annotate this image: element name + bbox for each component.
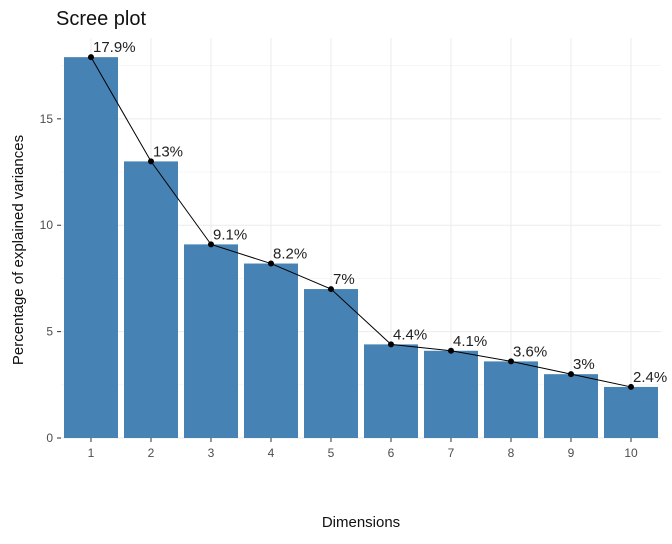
y-tick-label: 15 [40,112,54,126]
data-label: 7% [333,271,355,288]
bar [424,350,478,438]
data-label: 9.1% [213,226,247,243]
axes-layer: 0 5 10 15 1 2 3 4 5 6 7 8 9 10 [40,112,638,460]
data-label: 2.4% [633,369,667,386]
bar [364,344,418,438]
data-labels-layer: 17.9% 13% 9.1% 8.2% 7% 4.4% 4.1% 3.6% 3% 2.4% [93,39,667,386]
x-tick-label: 1 [88,446,95,460]
y-axis-title: Percentage of explained variances [10,135,27,365]
bar [304,289,358,438]
variance-point [388,341,394,348]
data-label: 4.4% [393,326,427,343]
data-label: 3% [573,356,595,373]
bar [544,374,598,438]
bar [184,244,238,438]
variance-point [148,158,154,165]
x-tick-label: 4 [268,446,275,460]
bar [64,57,118,439]
x-tick-label: 6 [388,446,395,460]
line-layer [88,54,634,390]
bars-layer [64,57,658,439]
x-tick-label: 9 [568,446,575,460]
variance-point [268,260,274,267]
x-tick-label: 2 [148,446,155,460]
data-label: 3.6% [513,343,547,360]
data-label: 13% [153,143,183,160]
variance-point [88,54,94,61]
variance-point [208,241,214,248]
x-axis-title: Dimensions [322,514,400,531]
y-tick-label: 0 [46,431,53,445]
x-tick-label: 3 [208,446,215,460]
data-label: 17.9% [93,39,136,56]
x-tick-label: 7 [448,446,455,460]
bar [244,263,298,438]
variance-point [568,371,574,378]
y-tick-label: 5 [46,325,53,339]
bar [484,361,538,438]
variance-point [448,347,454,354]
variance-line [90,56,632,388]
variance-point [508,358,514,365]
data-label: 4.1% [453,333,487,350]
bar [604,386,658,438]
x-tick-label: 10 [624,446,638,460]
bar [124,161,178,439]
x-tick-label: 8 [508,446,515,460]
variance-point [628,383,634,390]
variance-point [328,286,334,293]
y-tick-label: 10 [40,218,54,232]
chart-title: Scree plot [56,8,147,30]
x-tick-label: 5 [328,446,335,460]
data-label: 8.2% [273,246,307,263]
